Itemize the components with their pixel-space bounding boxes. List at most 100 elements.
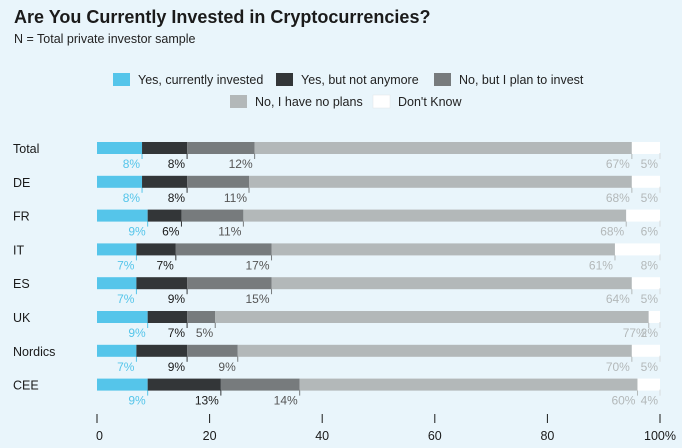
bar-row: ES 7% 9% 15% 64% 5% <box>13 277 661 306</box>
category-label: Total <box>13 142 39 156</box>
bar-segment <box>147 209 182 222</box>
chart-subtitle: N = Total private investor sample <box>14 32 196 46</box>
data-label: 8% <box>123 191 141 205</box>
bar-segment <box>142 175 188 188</box>
bar-segment <box>631 277 660 290</box>
data-label: 4% <box>641 394 659 408</box>
bar-row: IT 7% 7% 17% 61% 8% <box>13 243 661 272</box>
data-label: 8% <box>168 191 186 205</box>
legend-swatch <box>113 73 130 86</box>
data-label: 15% <box>245 292 269 306</box>
bar-segment <box>175 243 272 256</box>
legend-swatch <box>230 95 247 108</box>
legend-swatch <box>372 94 391 109</box>
category-label: CEE <box>13 379 39 393</box>
data-label: 11% <box>224 191 247 205</box>
x-tick-label: 100% <box>644 429 676 443</box>
bar-segment <box>97 209 148 222</box>
x-tick-label: 60 <box>428 429 442 443</box>
x-tick-label: 0 <box>96 429 103 443</box>
data-label: 9% <box>168 360 186 374</box>
category-label: IT <box>13 243 24 257</box>
bar-segment <box>187 344 238 357</box>
chart-title: Are You Currently Invested in Cryptocurr… <box>14 7 431 27</box>
data-label: 6% <box>162 225 180 239</box>
data-label: 67% <box>606 157 630 171</box>
bar-segment <box>97 277 137 290</box>
bar-segment <box>147 378 221 391</box>
bar-segment <box>637 378 660 391</box>
bar-segment <box>648 311 660 323</box>
data-label: 8% <box>123 157 141 171</box>
bar-segment <box>187 142 255 154</box>
bar-segment <box>631 142 660 154</box>
category-label: DE <box>13 176 30 190</box>
data-label: 11% <box>218 225 241 239</box>
legend-label: Yes, but not anymore <box>301 73 419 87</box>
data-label: 7% <box>168 326 186 340</box>
data-label: 5% <box>641 292 659 306</box>
legend-item: Yes, currently invested <box>113 73 263 87</box>
data-label: 7% <box>156 258 174 272</box>
x-axis: 0 20 40 60 80 100% <box>96 414 676 443</box>
bar-segment <box>97 378 148 391</box>
data-label: 5% <box>641 360 659 374</box>
legend-swatch <box>434 73 451 86</box>
data-label: 77% <box>623 326 647 340</box>
category-label: ES <box>13 277 30 291</box>
bar-segment <box>614 243 660 256</box>
category-label: FR <box>13 210 30 224</box>
x-tick-label: 80 <box>540 429 554 443</box>
legend-item: Yes, but not anymore <box>276 73 419 87</box>
bar-segment <box>237 344 632 357</box>
x-tick-label: 40 <box>315 429 329 443</box>
bar-segment <box>254 142 632 154</box>
bar-segment <box>271 243 615 256</box>
data-label: 14% <box>274 394 298 408</box>
data-label: 61% <box>589 258 613 272</box>
x-tick-label: 20 <box>203 429 217 443</box>
bar-segment <box>97 344 137 357</box>
data-label: 70% <box>606 360 630 374</box>
legend-label: Don't Know <box>398 95 463 109</box>
data-label: 7% <box>117 258 135 272</box>
bar-segment <box>136 243 176 256</box>
data-label: 5% <box>641 191 659 205</box>
bar-segment <box>147 311 188 323</box>
data-label: 64% <box>606 292 630 306</box>
data-label: 7% <box>117 292 135 306</box>
legend-label: Yes, currently invested <box>138 73 263 87</box>
bar-segment <box>631 344 660 357</box>
bar-segment <box>187 277 272 290</box>
bar-segment <box>136 277 188 290</box>
legend-item: No, I have no plans <box>230 95 363 109</box>
legend-item: Don't Know <box>372 94 463 109</box>
bar-segment <box>136 344 188 357</box>
legend-label: No, but I plan to invest <box>459 73 584 87</box>
data-label: 8% <box>168 157 186 171</box>
bar-row: UK 9% 7% 5% 77%2% <box>13 311 661 340</box>
data-label: 17% <box>245 258 269 272</box>
data-label: 13% <box>195 394 219 408</box>
data-label: 60% <box>611 394 635 408</box>
bar-segment <box>97 142 143 154</box>
data-label: 9% <box>218 360 236 374</box>
bar-segment <box>249 175 632 188</box>
data-label: 9% <box>168 292 186 306</box>
bar-segment <box>97 175 143 188</box>
chart-legend: Yes, currently invested Yes, but not anym… <box>113 73 584 109</box>
data-label: 6% <box>641 225 659 239</box>
data-label: 7% <box>117 360 135 374</box>
bar-segment <box>631 175 660 188</box>
data-label: 5% <box>196 326 214 340</box>
bar-row: Total 8% 8% 12% 67% 5% <box>13 142 661 171</box>
legend-swatch <box>276 73 293 86</box>
data-label: 12% <box>229 157 253 171</box>
data-label: 2% <box>641 326 659 340</box>
bar-row: CEE 9% 13% 14% 60% 4% <box>13 378 661 408</box>
data-label: 9% <box>128 225 146 239</box>
bar-segment <box>271 277 632 290</box>
bar-area: Total 8% 8% 12% 67% 5% DE 8% 8% 11% 68% 5% FR 9% 6% 11%… <box>13 142 661 408</box>
data-label: 8% <box>641 258 659 272</box>
